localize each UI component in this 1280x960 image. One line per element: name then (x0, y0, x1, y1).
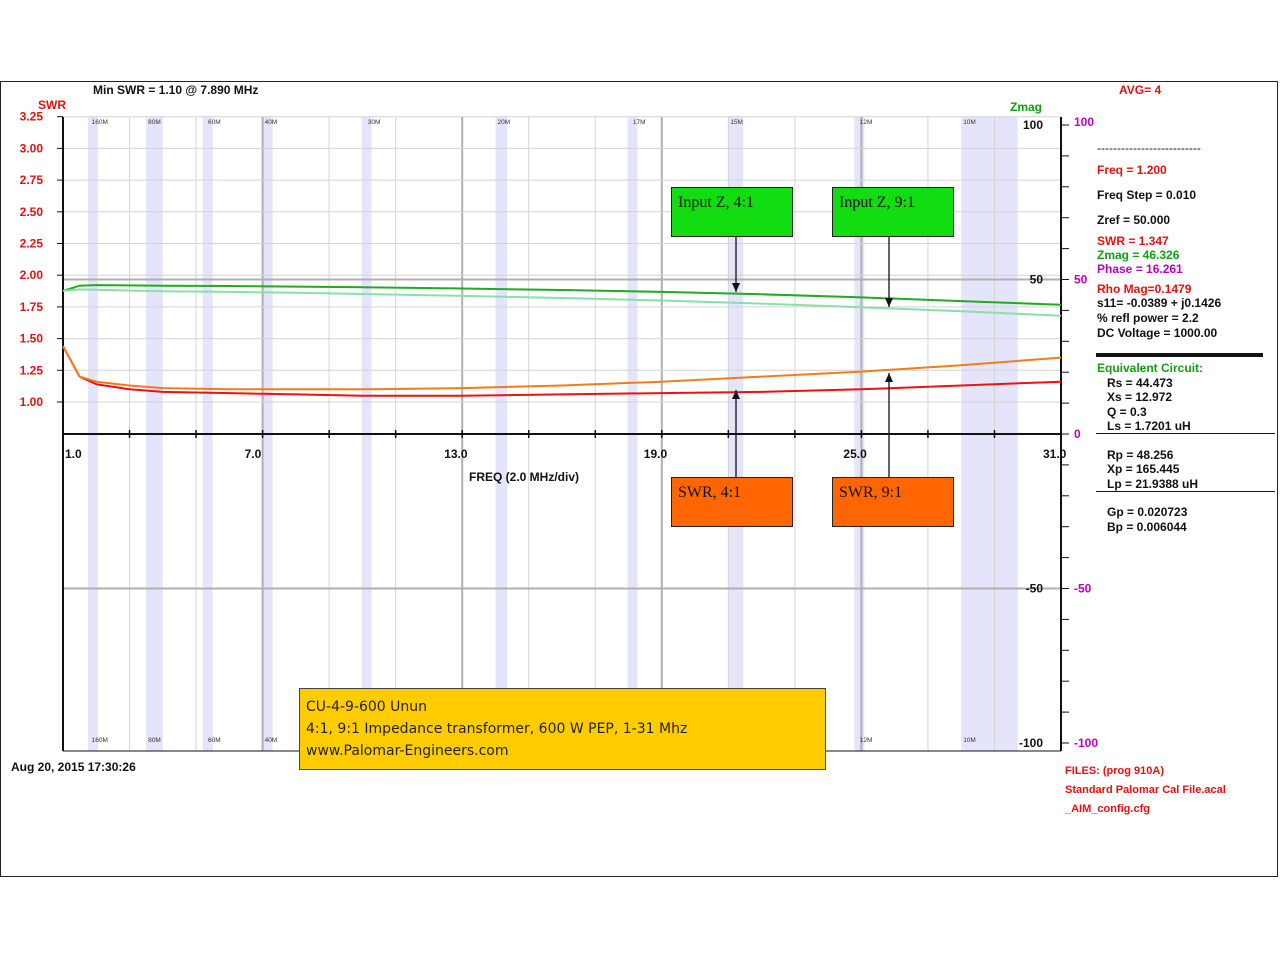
zmag-axis-title: Zmag (1010, 100, 1043, 114)
readout-swr: SWR = 1.347 (1097, 234, 1169, 248)
annotation-swr-9-1: SWR, 9:1 (832, 477, 954, 527)
band-label-bottom: 12M (860, 737, 873, 744)
readout-xs: Xs = 12.972 (1107, 390, 1173, 404)
swr-axis-title: SWR (38, 98, 66, 112)
phase-tick-label: -50 (1074, 582, 1092, 596)
zmag-tick-label: 50 (1030, 273, 1044, 287)
phase-tick-label: 50 (1074, 273, 1088, 287)
x-tick-label: 19.0 (644, 447, 668, 461)
equivalent-circuit-title: Equivalent Circuit: (1097, 361, 1204, 375)
timestamp: Aug 20, 2015 17:30:26 (11, 760, 136, 774)
readout-ls: Ls = 1.7201 uH (1107, 419, 1191, 433)
annotation-input-z-9-1: Input Z, 9:1 (832, 187, 954, 237)
readout-rs: Rs = 44.473 (1107, 376, 1173, 390)
band-label-bottom: 60M (208, 737, 221, 744)
zmag-tick-label: -50 (1026, 582, 1044, 596)
swr-tick-label: 1.75 (20, 300, 44, 314)
files-label: FILES: (prog 910A) (1065, 765, 1165, 777)
readout-dc-voltage: DC Voltage = 1000.00 (1097, 326, 1218, 340)
band-label-bottom: 10M (963, 737, 976, 744)
cal-file: Standard Palomar Cal File.acal (1065, 784, 1226, 796)
axes: 3.253.002.752.502.252.001.751.501.251.00… (20, 110, 1098, 752)
x-axis-title: FREQ (2.0 MHz/div) (469, 470, 580, 484)
x-tick-label: 7.0 (245, 447, 262, 461)
readout-zmag: Zmag = 46.326 (1097, 248, 1180, 262)
band-label-top: 160M (92, 119, 108, 126)
readout-phase: Phase = 16.261 (1097, 262, 1183, 276)
band-label-top: 40M (265, 119, 278, 126)
band-label-top: 30M (368, 119, 381, 126)
readout-q: Q = 0.3 (1107, 405, 1147, 419)
zmag-tick-label: 100 (1023, 118, 1043, 132)
readout-divider-thin (1096, 433, 1275, 434)
swr-tick-label: 3.00 (20, 141, 44, 155)
band-label-top: 15M (730, 119, 743, 126)
input-z-4-1-line (62, 284, 1062, 306)
swr-tick-label: 2.25 (20, 237, 44, 251)
readout-lp: Lp = 21.9388 uH (1107, 477, 1199, 491)
band-label-bottom: 160M (92, 737, 108, 744)
arrow-swr-4-1-head (732, 390, 740, 399)
band-label-top: 80M (148, 119, 161, 126)
swr-tick-label: 2.50 (20, 205, 44, 219)
readout-s11: s11= -0.0389 + j0.1426 (1097, 296, 1222, 310)
band-label-top: 12M (860, 119, 873, 126)
product-caption: CU-4-9-600 Unun 4:1, 9:1 Impedance trans… (299, 688, 826, 770)
swr-tick-label: 1.25 (20, 363, 44, 377)
phase-tick-label: -100 (1074, 736, 1098, 750)
x-tick-label: 1.0 (65, 447, 82, 461)
arrow-swr-9-1-head (885, 373, 893, 382)
band-label-top: 60M (208, 119, 221, 126)
arrow-input-z-4-1-head (732, 283, 740, 292)
swr-tick-label: 1.50 (20, 332, 44, 346)
readout-divider-thin-2 (1096, 491, 1275, 492)
swr-tick-label: 2.75 (20, 173, 44, 187)
x-tick-label: 13.0 (444, 447, 468, 461)
readout-xp: Xp = 165.445 (1107, 462, 1180, 476)
readout-bp: Bp = 0.006044 (1107, 520, 1187, 534)
readout-freq-step: Freq Step = 0.010 (1097, 188, 1197, 202)
band-label-top: 17M (633, 119, 646, 126)
readout-rho: Rho Mag=0.1479 (1097, 282, 1192, 296)
caption-website: www.Palomar-Engineers.com (306, 743, 509, 759)
arrow-input-z-9-1-head (885, 298, 893, 307)
x-tick-label: 25.0 (843, 447, 867, 461)
band-label-top: 20M (497, 119, 510, 126)
swr-tick-label: 1.00 (20, 395, 44, 409)
readout-divider (1096, 353, 1263, 357)
x-tick-label: 31.0 (1043, 447, 1067, 461)
swr-4-1-line (62, 345, 1062, 397)
analyzer-window (0, 81, 1278, 877)
input-z-9-1-line (62, 288, 1062, 317)
caption-model: CU-4-9-600 Unun (306, 699, 428, 715)
band-label-bottom: 40M (265, 737, 278, 744)
readout-gp: Gp = 0.020723 (1107, 505, 1188, 519)
band-label-bottom: 80M (148, 737, 161, 744)
config-file: _AIM_config.cfg (1065, 803, 1150, 815)
phase-tick-label: 100 (1074, 115, 1094, 129)
annotation-arrows (732, 237, 893, 477)
readout-zref: Zref = 50.000 (1097, 213, 1171, 227)
readout-freq: Freq = 1.200 (1097, 163, 1167, 177)
series (62, 284, 1062, 397)
zmag-tick-label: -100 (1019, 736, 1043, 750)
average-count: AVG= 4 (1119, 83, 1162, 97)
readout-rp: Rp = 48.256 (1107, 448, 1174, 462)
swr-9-1-line (62, 345, 1062, 391)
phase-tick-label: 0 (1074, 427, 1081, 441)
annotation-swr-4-1: SWR, 4:1 (671, 477, 793, 527)
readout-refl-power: % refl power = 2.2 (1097, 311, 1199, 325)
band-label-top: 10M (963, 119, 976, 126)
readout-separator: -------------------------- (1097, 141, 1201, 155)
swr-tick-label: 3.25 (20, 110, 44, 124)
caption-description: 4:1, 9:1 Impedance transformer, 600 W PE… (306, 721, 688, 737)
swr-tick-label: 2.00 (20, 268, 44, 282)
annotation-input-z-4-1: Input Z, 4:1 (671, 187, 793, 237)
min-swr-readout: Min SWR = 1.10 @ 7.890 MHz (93, 83, 259, 97)
